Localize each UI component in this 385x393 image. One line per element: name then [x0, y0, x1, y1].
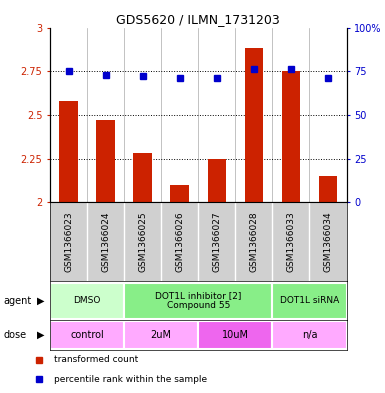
- Text: GSM1366027: GSM1366027: [212, 211, 221, 272]
- Text: GSM1366033: GSM1366033: [286, 211, 295, 272]
- Text: n/a: n/a: [302, 330, 317, 340]
- Text: transformed count: transformed count: [54, 355, 138, 364]
- Text: agent: agent: [4, 296, 32, 306]
- Bar: [96, 120, 115, 202]
- Bar: [124, 321, 198, 349]
- Bar: [273, 321, 346, 349]
- Bar: [124, 283, 273, 319]
- Text: GSM1366025: GSM1366025: [138, 211, 147, 272]
- Bar: [273, 283, 346, 319]
- Text: GSM1366023: GSM1366023: [64, 211, 73, 272]
- Text: GSM1366034: GSM1366034: [323, 211, 333, 272]
- Text: 2uM: 2uM: [151, 330, 172, 340]
- Text: 10uM: 10uM: [222, 330, 249, 340]
- Text: GSM1366028: GSM1366028: [249, 211, 258, 272]
- Text: DMSO: DMSO: [74, 296, 101, 305]
- Text: control: control: [70, 330, 104, 340]
- Bar: [50, 283, 124, 319]
- Text: GSM1366026: GSM1366026: [175, 211, 184, 272]
- Bar: [198, 321, 273, 349]
- Text: percentile rank within the sample: percentile rank within the sample: [54, 375, 207, 384]
- Text: DOT1L siRNA: DOT1L siRNA: [280, 296, 339, 305]
- Text: DOT1L inhibitor [2]
Compound 55: DOT1L inhibitor [2] Compound 55: [155, 291, 241, 310]
- Bar: [319, 176, 337, 202]
- Text: GSM1366024: GSM1366024: [101, 211, 110, 272]
- Text: ▶: ▶: [37, 296, 44, 306]
- Bar: [134, 153, 152, 202]
- Bar: [282, 71, 300, 202]
- Text: ▶: ▶: [37, 330, 44, 340]
- Bar: [59, 101, 78, 202]
- Bar: [50, 321, 124, 349]
- Bar: [244, 48, 263, 202]
- Text: dose: dose: [4, 330, 27, 340]
- Bar: [171, 185, 189, 202]
- Title: GDS5620 / ILMN_1731203: GDS5620 / ILMN_1731203: [116, 13, 280, 26]
- Bar: [208, 159, 226, 202]
